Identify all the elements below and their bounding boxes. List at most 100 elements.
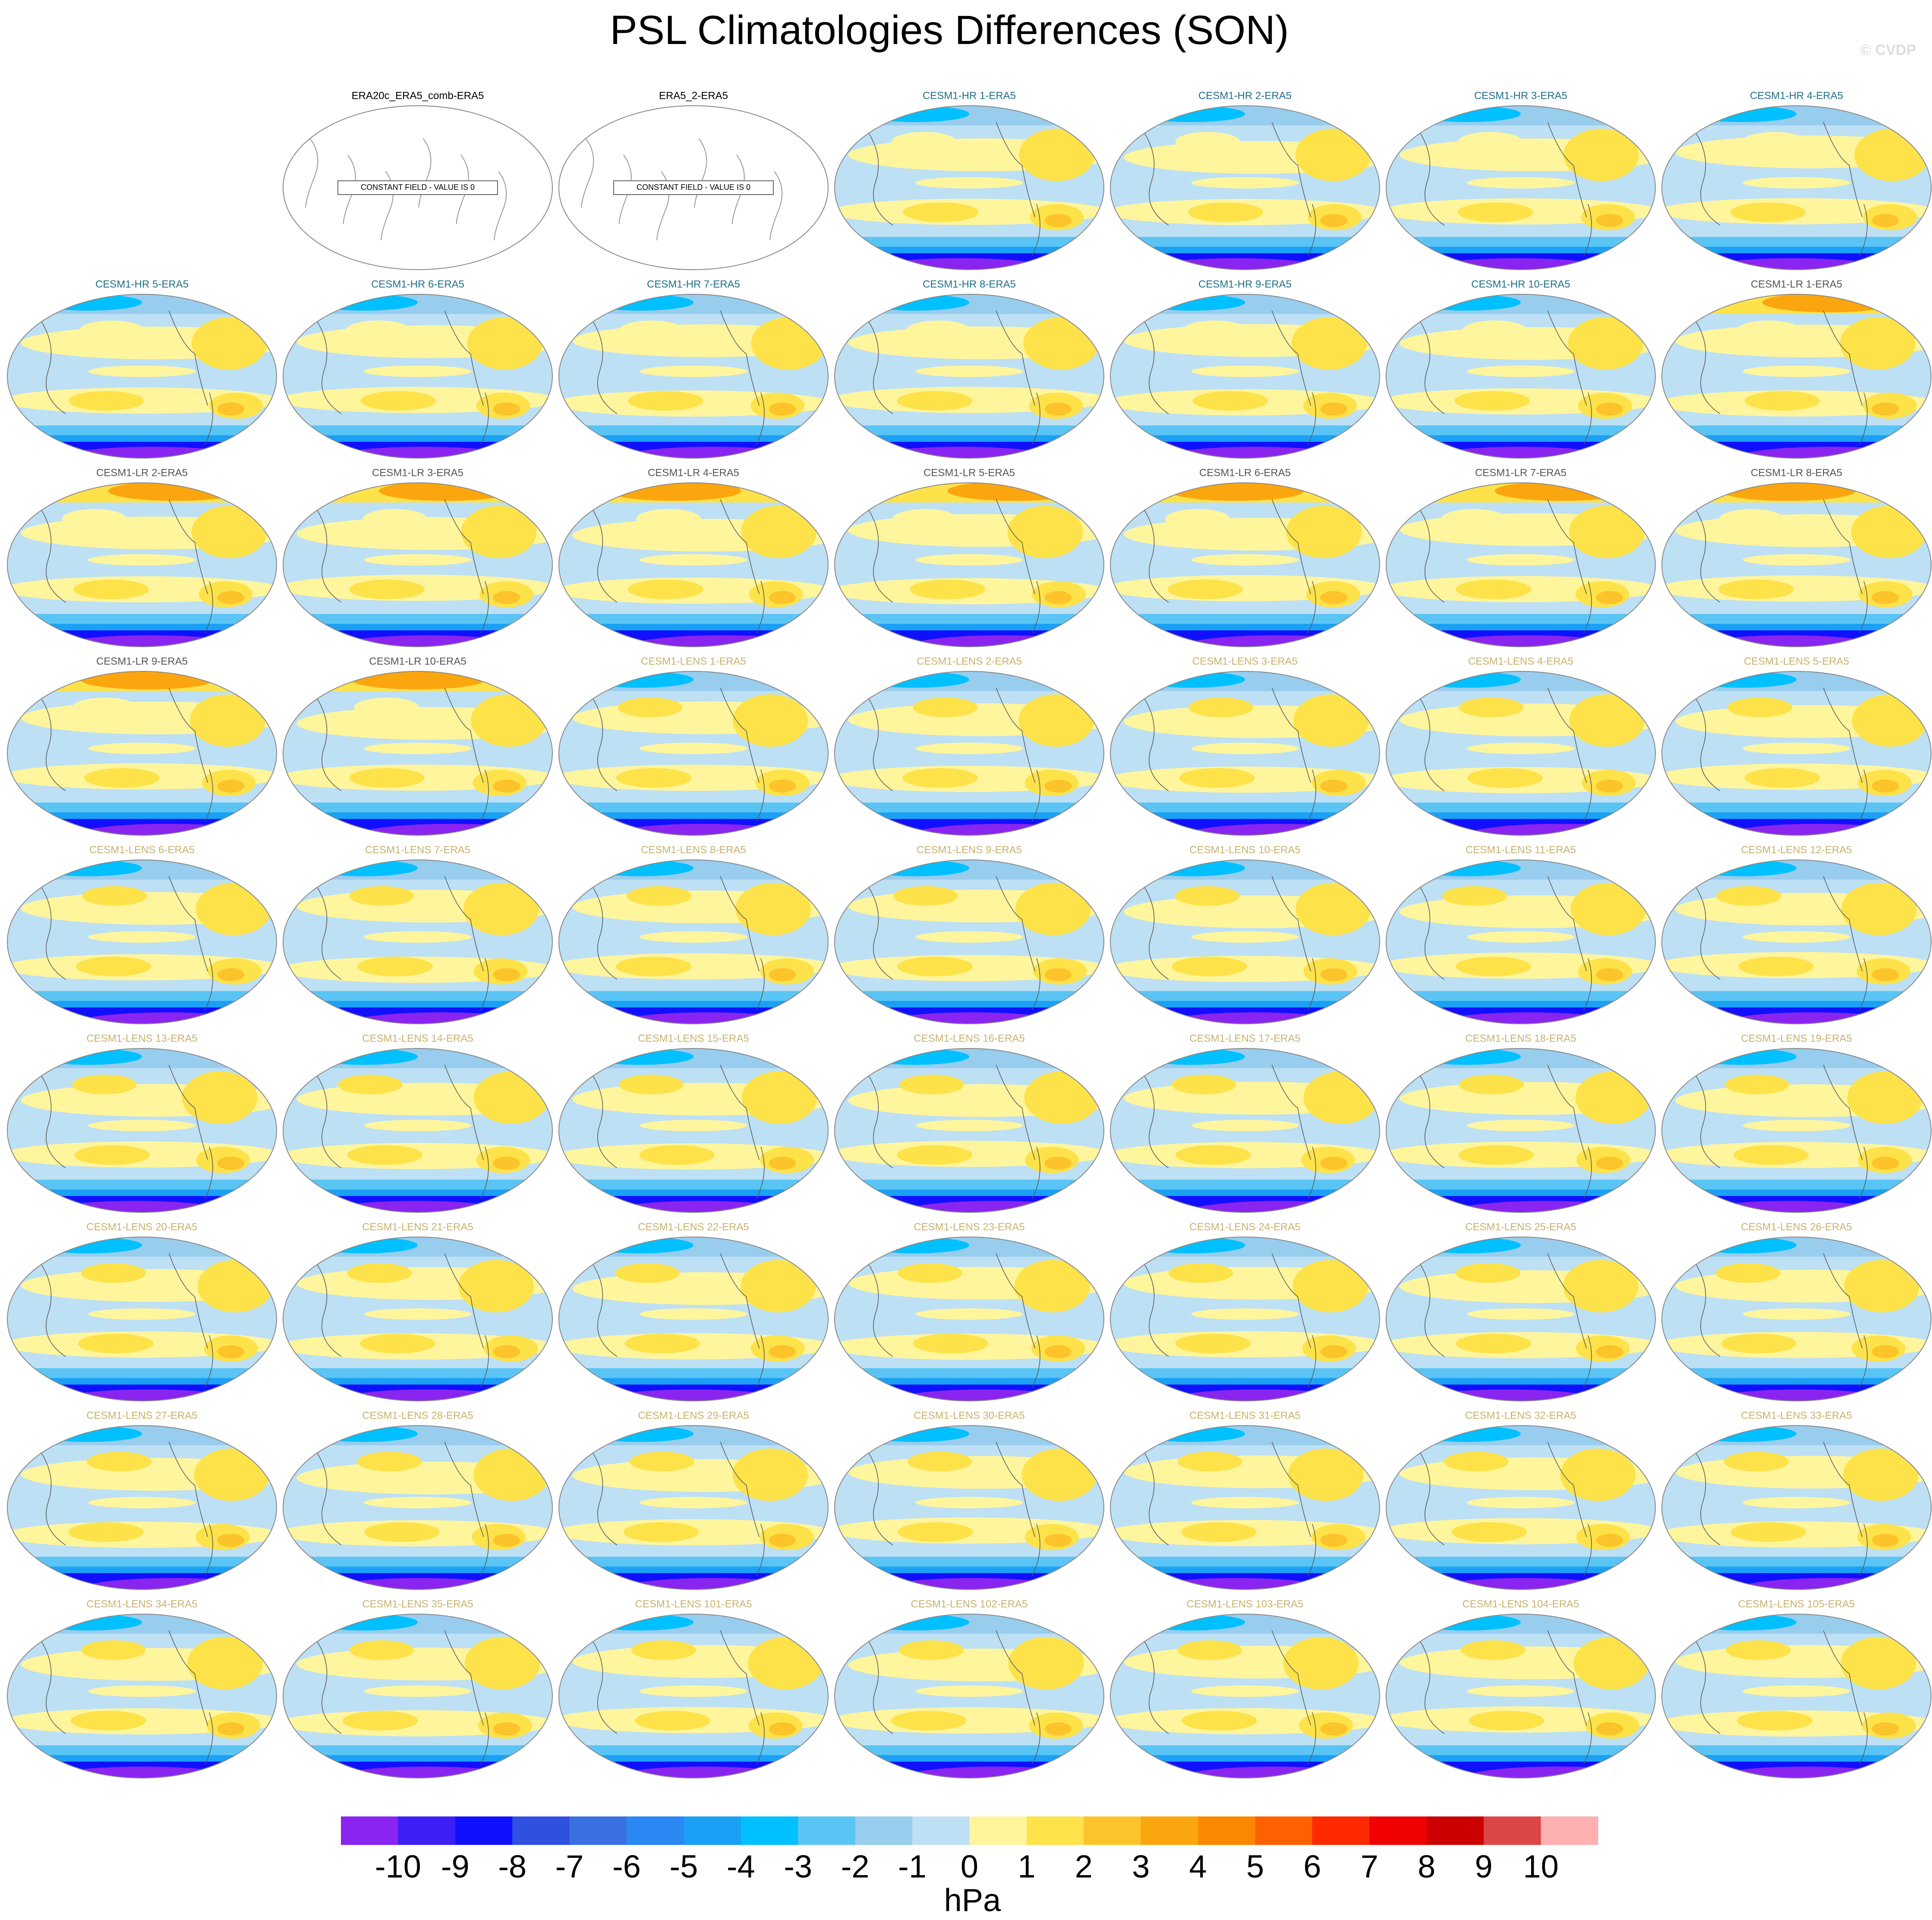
field-blob bbox=[1044, 1156, 1072, 1170]
field-band bbox=[1110, 106, 1380, 126]
field-band bbox=[1110, 1614, 1380, 1634]
field-blob bbox=[1188, 202, 1264, 222]
panel-title: CESM1-LENS 102-ERA5 bbox=[911, 1598, 1028, 1610]
field-blob bbox=[1320, 591, 1348, 604]
field-band bbox=[283, 1237, 552, 1257]
field-blob bbox=[1730, 1522, 1806, 1542]
field-blob bbox=[1872, 591, 1899, 604]
field-blob bbox=[34, 294, 142, 311]
field-blob bbox=[1467, 1497, 1575, 1508]
map-field bbox=[559, 860, 828, 1024]
map-field bbox=[283, 1237, 552, 1401]
panel-title: CESM1-LENS 12-ERA5 bbox=[1741, 844, 1852, 856]
map-panel: CESM1-LENS 5-ERA5 bbox=[1661, 655, 1932, 836]
field-blob bbox=[586, 671, 693, 688]
field-blob bbox=[1169, 483, 1304, 501]
field-blob bbox=[902, 768, 978, 788]
map-outline bbox=[1661, 294, 1932, 459]
field-blob bbox=[461, 506, 537, 558]
field-blob bbox=[1320, 779, 1348, 793]
field-blob bbox=[1185, 824, 1374, 835]
map-field bbox=[1386, 1048, 1655, 1212]
field-blob bbox=[1738, 957, 1814, 976]
panel-title: CESM1-LENS 4-ERA5 bbox=[1468, 655, 1573, 667]
map-outline bbox=[558, 1614, 829, 1778]
map-panel: CESM1-LENS 21-ERA5 bbox=[283, 1221, 553, 1401]
map-outline bbox=[1110, 859, 1380, 1024]
field-blob bbox=[182, 1071, 258, 1124]
colorbar-tick-label: 10 bbox=[1523, 1849, 1558, 1885]
field-blob bbox=[1744, 391, 1820, 411]
colorbar-tick-label: -1 bbox=[898, 1849, 927, 1885]
map-field bbox=[1110, 294, 1380, 458]
colorbar-swatch bbox=[741, 1816, 798, 1845]
field-blob bbox=[34, 1614, 142, 1630]
field-blob bbox=[81, 1640, 146, 1660]
field-blob bbox=[80, 671, 215, 689]
coastline bbox=[1418, 122, 1592, 256]
field-blob bbox=[1456, 957, 1532, 976]
colorbar-swatch bbox=[569, 1816, 627, 1845]
field-blob bbox=[1872, 1533, 1899, 1547]
field-blob bbox=[1137, 1237, 1245, 1253]
field-blob bbox=[861, 1237, 969, 1253]
field-band bbox=[283, 1426, 552, 1445]
field-blob bbox=[1441, 509, 1506, 529]
field-blob bbox=[1735, 447, 1924, 458]
map-panel: CESM1-HR 1-ERA5 bbox=[834, 90, 1104, 270]
field-blob bbox=[1413, 1048, 1521, 1065]
map-panel: CESM1-LENS 12-ERA5 bbox=[1661, 844, 1932, 1024]
field-blob bbox=[197, 1260, 273, 1313]
map-outline bbox=[1661, 1614, 1932, 1778]
panel-title: CESM1-LENS 3-ERA5 bbox=[1192, 655, 1298, 667]
field-blob bbox=[217, 968, 245, 982]
field-blob bbox=[88, 743, 196, 754]
field-blob bbox=[1743, 1497, 1850, 1508]
field-blob bbox=[861, 106, 969, 122]
panel-title: CESM1-LR 3-ERA5 bbox=[372, 467, 463, 478]
field-blob bbox=[899, 1640, 964, 1660]
field-blob bbox=[1737, 1578, 1926, 1590]
field-blob bbox=[217, 402, 245, 416]
field-blob bbox=[1596, 968, 1623, 982]
coastline bbox=[1694, 1442, 1868, 1576]
map-panel: CESM1-LENS 15-ERA5 bbox=[558, 1032, 829, 1213]
panel-title: CESM1-HR 2-ERA5 bbox=[1198, 90, 1292, 101]
field-blob bbox=[1733, 1145, 1809, 1165]
field-blob bbox=[1023, 317, 1099, 370]
map-panel: CESM1-LENS 27-ERA5 bbox=[7, 1410, 277, 1590]
field-blob bbox=[79, 1578, 268, 1590]
map-outline bbox=[834, 671, 1104, 836]
map-outline bbox=[7, 859, 277, 1024]
panel-title: CESM1-LR 5-ERA5 bbox=[923, 467, 1015, 478]
field-blob bbox=[1137, 1426, 1245, 1442]
panel-title: ERA20c_ERA5_comb-ERA5 bbox=[352, 90, 484, 101]
map-outline bbox=[7, 1614, 277, 1778]
panel-title: CESM1-HR 1-ERA5 bbox=[923, 90, 1016, 101]
field-blob bbox=[1137, 106, 1245, 122]
coastline bbox=[1418, 876, 1592, 1010]
colorbar-swatch bbox=[855, 1816, 913, 1845]
panel-title: CESM1-LENS 16-ERA5 bbox=[914, 1032, 1024, 1044]
map-panel: CESM1-LENS 28-ERA5 bbox=[283, 1410, 553, 1590]
coastline bbox=[1142, 1064, 1316, 1199]
field-blob bbox=[1560, 1448, 1636, 1501]
panel-title: CESM1-LENS 29-ERA5 bbox=[638, 1410, 749, 1421]
map-panel: CESM1-LENS 25-ERA5 bbox=[1386, 1221, 1656, 1401]
field-blob bbox=[1716, 1263, 1781, 1283]
panel-title: CESM1-LENS 105-ERA5 bbox=[1738, 1598, 1855, 1610]
field-blob bbox=[62, 509, 127, 529]
field-blob bbox=[630, 1451, 694, 1472]
field-blob bbox=[1044, 1722, 1072, 1736]
field-blob bbox=[1743, 1120, 1850, 1131]
panel-title: CESM1-LENS 1-ERA5 bbox=[641, 655, 746, 667]
map-field bbox=[7, 1237, 277, 1401]
field-blob bbox=[1137, 1048, 1245, 1065]
field-blob bbox=[1137, 294, 1245, 311]
field-blob bbox=[1137, 1614, 1245, 1630]
coastline bbox=[39, 1064, 213, 1199]
panel-title: CESM1-LENS 30-ERA5 bbox=[914, 1410, 1024, 1421]
coastline bbox=[1694, 1630, 1868, 1765]
field-blob bbox=[915, 1685, 1023, 1697]
panel-title: CESM1-LENS 17-ERA5 bbox=[1189, 1032, 1300, 1044]
